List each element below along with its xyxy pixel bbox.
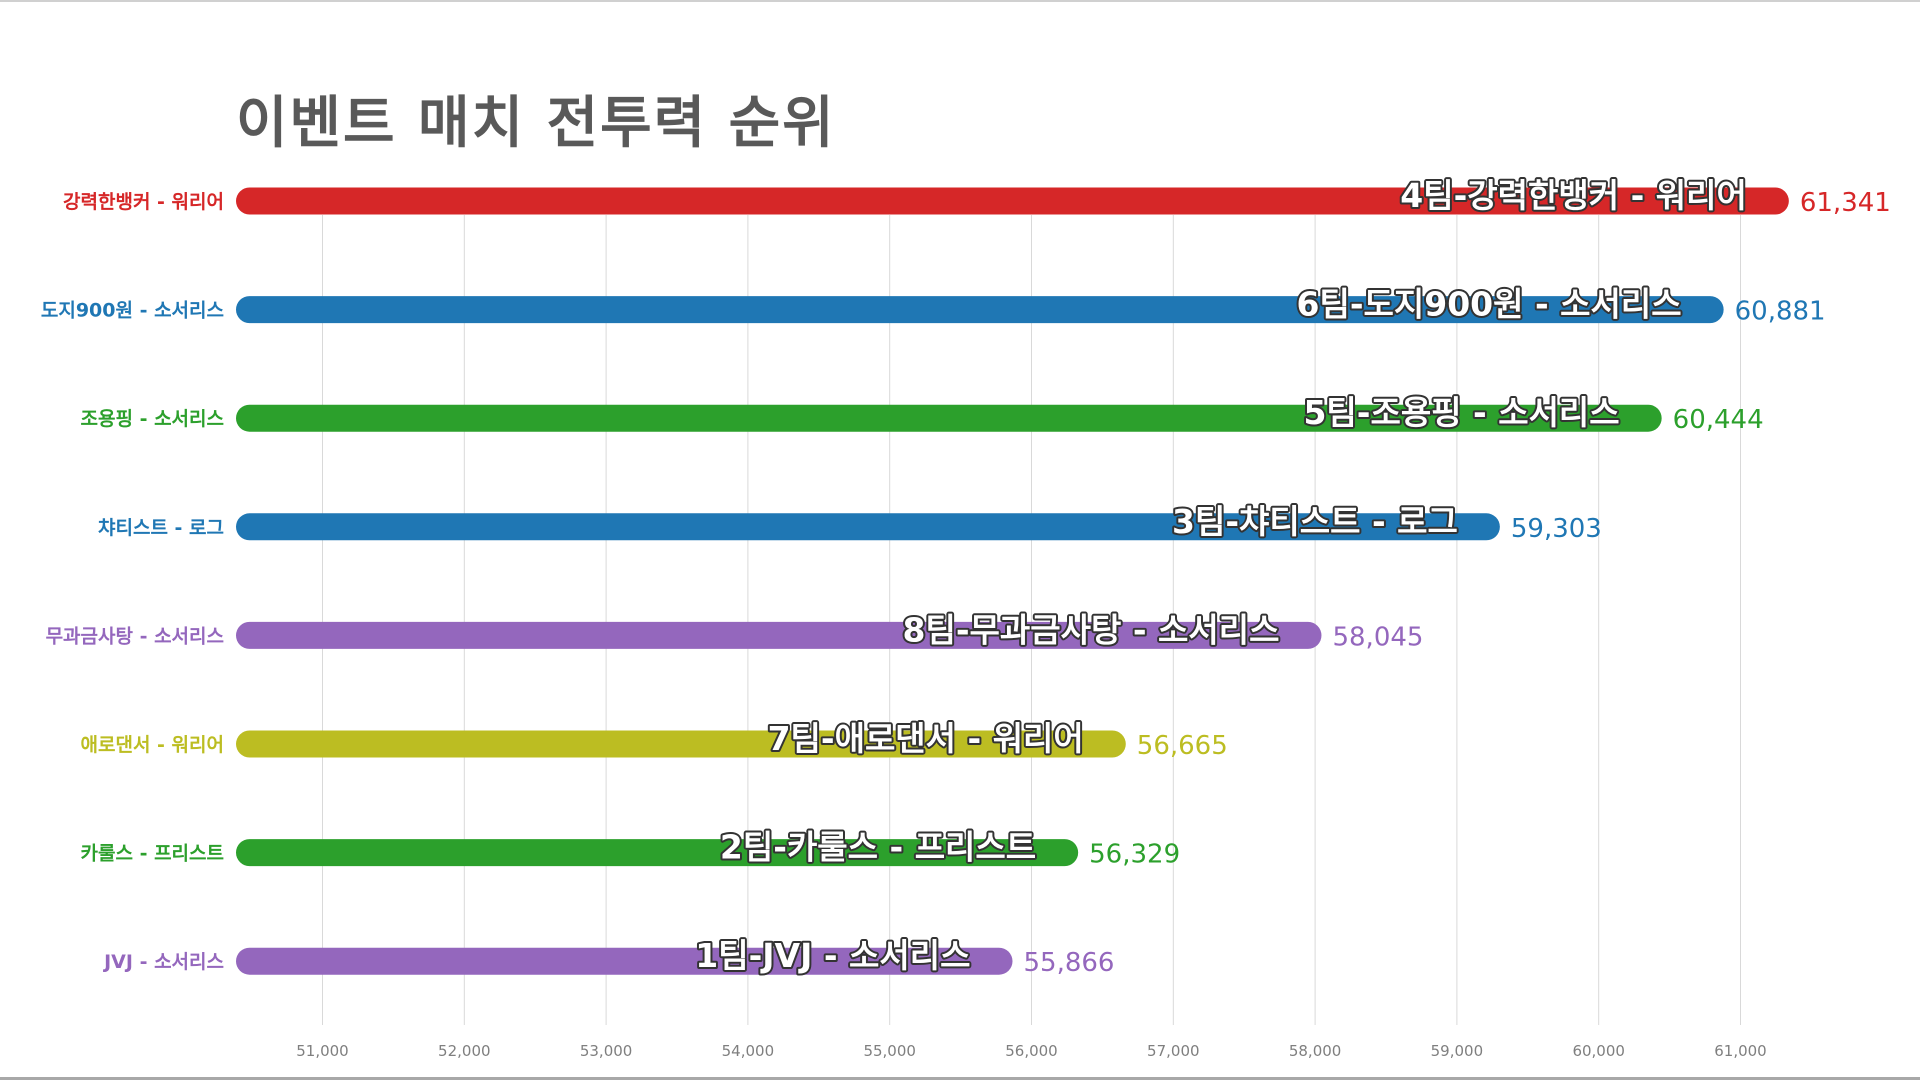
category-label: 애로댄서 - 워리어 [81,734,224,756]
bar [236,730,1126,758]
bar-inner-label: 7팀-애로댄서 - 워리어 [768,719,1084,758]
value-label: 58,045 [1332,622,1423,652]
value-label: 56,329 [1089,840,1180,870]
top-border [0,0,1920,2]
x-tick-label: 54,000 [722,1042,775,1060]
x-tick-label: 60,000 [1572,1042,1625,1060]
bar-inner-label: 1팀-JVJ - 소서리스 [695,936,970,975]
bottom-border [0,1077,1920,1080]
value-label: 60,444 [1673,405,1764,435]
chart-title: 이벤트 매치 전투력 순위 [236,91,836,156]
category-label: 카룰스 - 프리스트 [81,843,224,865]
bar [236,947,1013,975]
x-tick-label: 61,000 [1714,1042,1767,1060]
category-label: JVJ - 소서리스 [102,951,224,973]
x-tick-label: 51,000 [296,1042,349,1060]
x-tick-label: 55,000 [863,1042,916,1060]
value-label: 61,341 [1800,188,1891,218]
bar [236,839,1079,867]
bar-inner-label: 8팀-무과금사탕 - 소서리스 [903,610,1280,649]
value-label: 56,665 [1137,731,1228,761]
bar-inner-label: 2팀-카룰스 - 프리스트 [720,828,1036,867]
bar-inner-label: 3팀-챠티스트 - 로그 [1172,502,1458,541]
bar-inner-label: 5팀-조용핑 - 소서리스 [1303,393,1619,432]
x-tick-label: 56,000 [1005,1042,1058,1060]
category-label: 조용핑 - 소서리스 [81,408,224,430]
bar-inner-label: 6팀-도지900원 - 소서리스 [1297,285,1682,324]
value-label: 60,881 [1735,297,1826,327]
x-tick-label: 53,000 [580,1042,633,1060]
x-tick-label: 58,000 [1289,1042,1342,1060]
bar [236,404,1662,432]
category-label: 무과금사탕 - 소서리스 [46,625,224,647]
category-label: 챠티스트 - 로그 [98,517,224,539]
value-label: 59,303 [1511,514,1602,544]
value-label: 55,866 [1023,948,1114,978]
x-tick-label: 57,000 [1147,1042,1200,1060]
bar [236,513,1500,541]
bar [236,187,1789,215]
category-label: 도지900원 - 소서리스 [41,300,224,322]
bar [236,621,1322,649]
category-label: 강력한뱅커 - 워리어 [63,191,224,213]
x-tick-label: 59,000 [1431,1042,1484,1060]
bar [236,296,1724,324]
bar-inner-label: 4팀-강력한뱅커 - 워리어 [1400,176,1747,215]
x-tick-label: 52,000 [438,1042,491,1060]
